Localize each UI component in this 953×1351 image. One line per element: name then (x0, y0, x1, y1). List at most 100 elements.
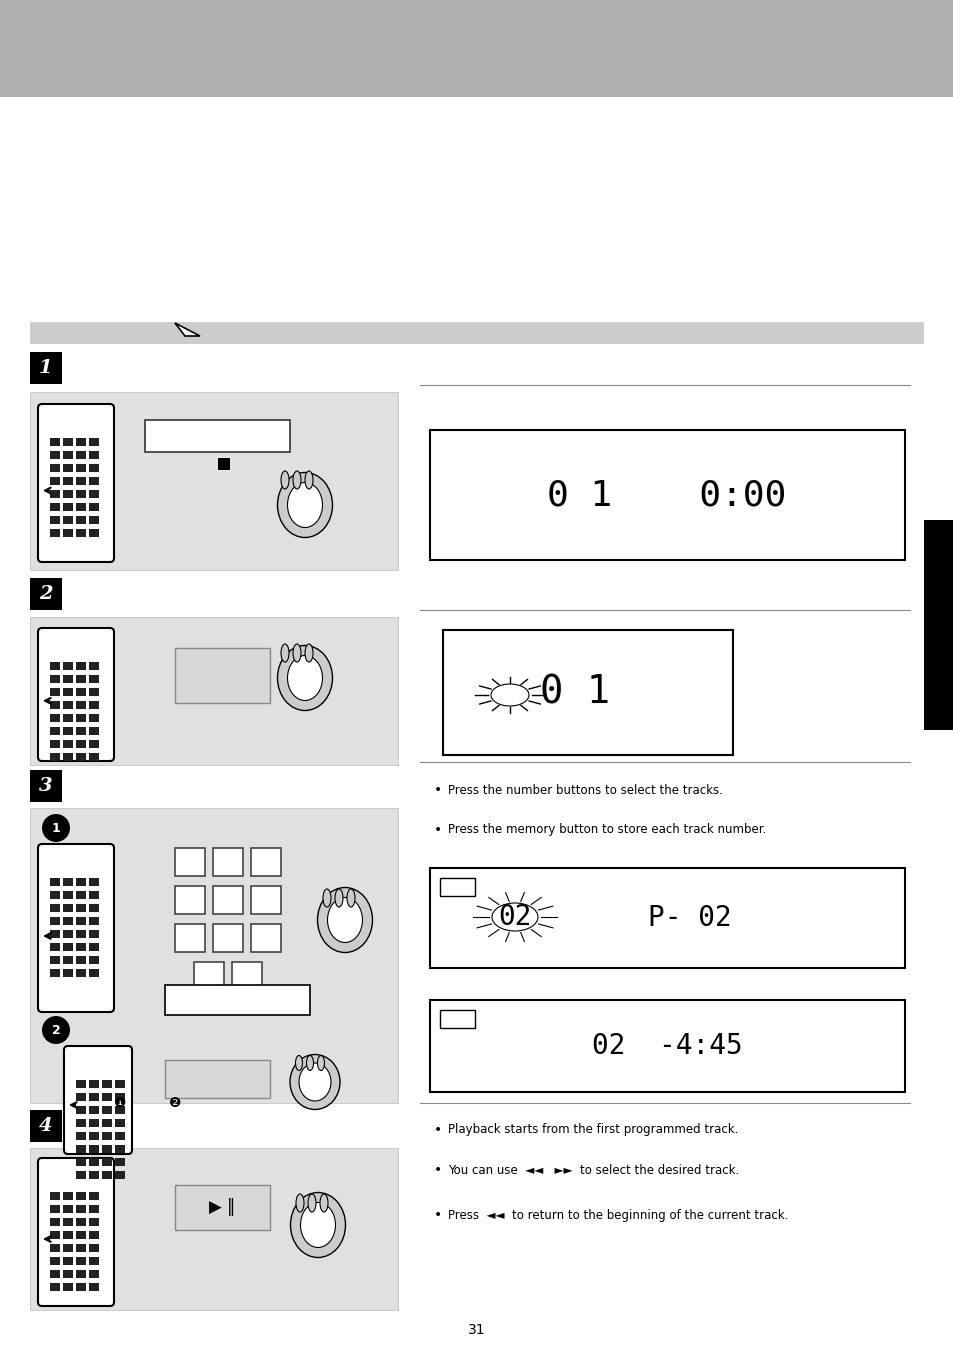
Bar (63, 1283, 73, 1292)
Bar (89, 943, 99, 951)
Bar (89, 917, 99, 925)
Ellipse shape (308, 1194, 315, 1212)
Bar (174, 886, 205, 915)
Bar (63, 451, 73, 459)
Bar (165, 985, 310, 1015)
Bar (89, 1205, 99, 1213)
Bar (50, 727, 60, 735)
Bar (213, 924, 243, 952)
Bar (89, 1270, 99, 1278)
Bar (63, 1219, 73, 1225)
Bar (89, 1244, 99, 1252)
Bar (50, 477, 60, 485)
Bar (63, 713, 73, 721)
Ellipse shape (295, 1194, 304, 1212)
Ellipse shape (323, 889, 331, 907)
Bar (50, 969, 60, 977)
Bar (76, 530, 86, 536)
Bar (76, 1270, 86, 1278)
Bar (76, 753, 86, 761)
Bar (89, 451, 99, 459)
Bar (89, 701, 99, 709)
Bar (63, 878, 73, 886)
Text: ☞: ☞ (287, 486, 322, 524)
Bar (89, 676, 99, 684)
Bar (30, 578, 62, 611)
Bar (102, 1093, 112, 1101)
Bar (50, 878, 60, 886)
Bar (50, 1192, 60, 1200)
Bar (63, 516, 73, 524)
Bar (89, 1192, 99, 1200)
Bar (76, 1205, 86, 1213)
Text: ❷: ❷ (169, 1096, 181, 1111)
Text: •: • (434, 1123, 442, 1138)
FancyBboxPatch shape (38, 404, 113, 562)
Ellipse shape (317, 1055, 324, 1070)
Bar (76, 727, 86, 735)
Text: 4: 4 (39, 1117, 52, 1135)
Bar (30, 808, 397, 1102)
Bar (89, 969, 99, 977)
Bar (89, 1171, 99, 1179)
Bar (439, 1011, 475, 1028)
Bar (76, 969, 86, 977)
Bar (89, 662, 99, 670)
Bar (30, 770, 62, 802)
Bar (30, 617, 397, 765)
Bar (89, 463, 99, 471)
Bar (89, 904, 99, 912)
FancyBboxPatch shape (38, 628, 113, 761)
Bar (63, 957, 73, 965)
Bar (76, 1283, 86, 1292)
Text: 31: 31 (468, 1323, 485, 1337)
Bar (76, 1106, 86, 1115)
Bar (63, 1231, 73, 1239)
Text: 1: 1 (51, 821, 60, 835)
Text: 1: 1 (39, 359, 52, 377)
Ellipse shape (306, 1055, 314, 1070)
Bar (50, 929, 60, 938)
Ellipse shape (277, 473, 333, 538)
Bar (439, 878, 475, 896)
Text: 02: 02 (497, 902, 531, 931)
Bar (76, 516, 86, 524)
Bar (50, 740, 60, 748)
Bar (50, 957, 60, 965)
Bar (76, 1119, 86, 1127)
Ellipse shape (293, 644, 301, 662)
Text: 2: 2 (51, 1024, 60, 1036)
Bar (30, 322, 923, 345)
Bar (89, 1256, 99, 1265)
Bar (50, 516, 60, 524)
Bar (102, 1106, 112, 1115)
Bar (232, 962, 262, 990)
Bar (89, 1106, 99, 1115)
Bar (50, 713, 60, 721)
Bar (63, 1205, 73, 1213)
Text: 3: 3 (39, 777, 52, 794)
Circle shape (42, 1016, 70, 1044)
Text: Playback starts from the first programmed track.: Playback starts from the first programme… (448, 1124, 738, 1136)
Bar (76, 1256, 86, 1265)
Bar (89, 753, 99, 761)
Bar (442, 630, 732, 755)
Text: •: • (434, 784, 442, 797)
Bar (50, 688, 60, 696)
Bar (63, 688, 73, 696)
Text: Press the memory button to store each track number.: Press the memory button to store each tr… (448, 824, 765, 836)
FancyBboxPatch shape (38, 844, 113, 1012)
Bar (76, 917, 86, 925)
Bar (115, 1119, 125, 1127)
Bar (193, 962, 224, 990)
Bar (50, 1205, 60, 1213)
Bar (76, 477, 86, 485)
Ellipse shape (287, 655, 322, 701)
Bar (50, 943, 60, 951)
Bar (76, 1132, 86, 1140)
Bar (430, 1000, 904, 1092)
Bar (174, 1185, 270, 1229)
Bar (63, 662, 73, 670)
Text: •: • (434, 1163, 442, 1177)
Bar (50, 1256, 60, 1265)
